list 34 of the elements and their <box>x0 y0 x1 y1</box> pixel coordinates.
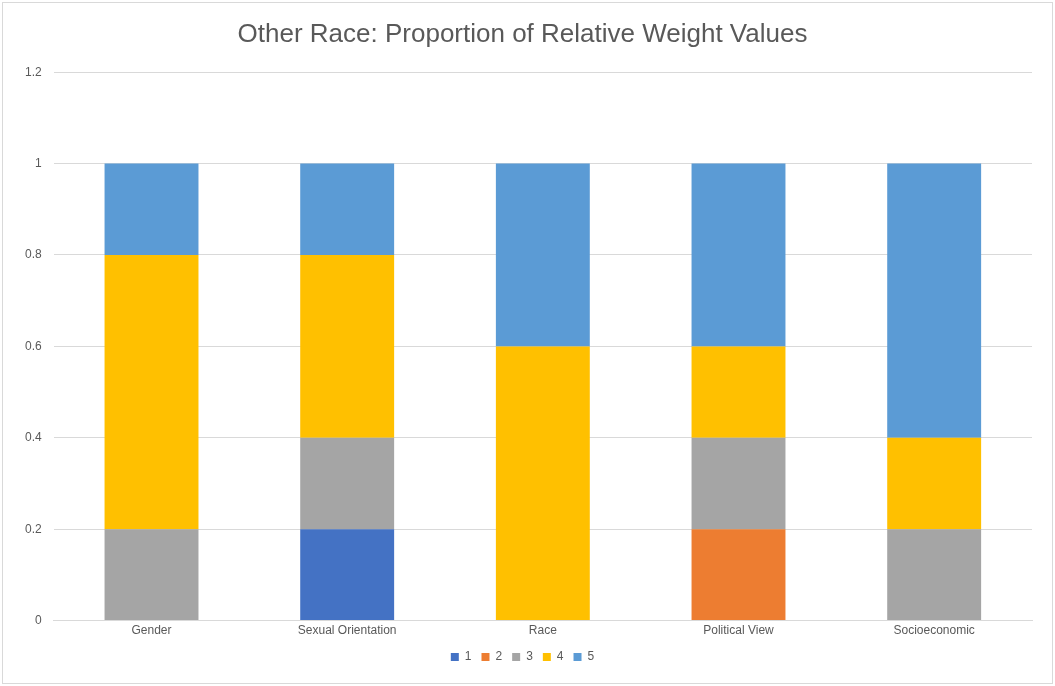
bar <box>495 346 590 621</box>
bar <box>300 529 395 621</box>
bar <box>495 163 590 347</box>
bar <box>300 255 395 438</box>
legend-label: 4 <box>556 649 564 664</box>
x-tick-label: Gender <box>131 623 172 638</box>
x-tick-label: Political View <box>703 623 775 638</box>
bar <box>300 163 395 255</box>
bar <box>887 529 982 621</box>
y-tick-label: 0.8 <box>24 247 42 262</box>
y-tick-label: 0.4 <box>24 430 42 445</box>
bar <box>887 163 982 438</box>
x-tick-label: Socioeconomic <box>893 623 975 638</box>
bar <box>691 346 786 438</box>
bar <box>104 529 199 621</box>
bar <box>104 163 199 255</box>
x-tick-label: Sexual Orientation <box>297 623 397 638</box>
bar <box>691 163 786 347</box>
bar <box>691 437 786 530</box>
y-tick-label: 0 <box>34 612 42 627</box>
x-tick-label: Race <box>528 623 558 638</box>
bar <box>104 255 199 530</box>
legend-label: 2 <box>495 649 503 664</box>
y-tick-label: 1.2 <box>24 64 42 79</box>
legend-label: 5 <box>587 649 595 664</box>
y-tick-label: 1 <box>34 155 42 170</box>
y-tick-label: 0.2 <box>24 521 42 536</box>
legend-label: 1 <box>464 649 472 664</box>
chart-title: Other Race: Proportion of Relative Weight Values <box>237 17 808 48</box>
legend-label: 3 <box>526 649 534 664</box>
y-tick-label: 0.6 <box>24 338 42 353</box>
bar <box>300 437 395 530</box>
bar <box>887 437 982 530</box>
bar <box>691 529 786 621</box>
